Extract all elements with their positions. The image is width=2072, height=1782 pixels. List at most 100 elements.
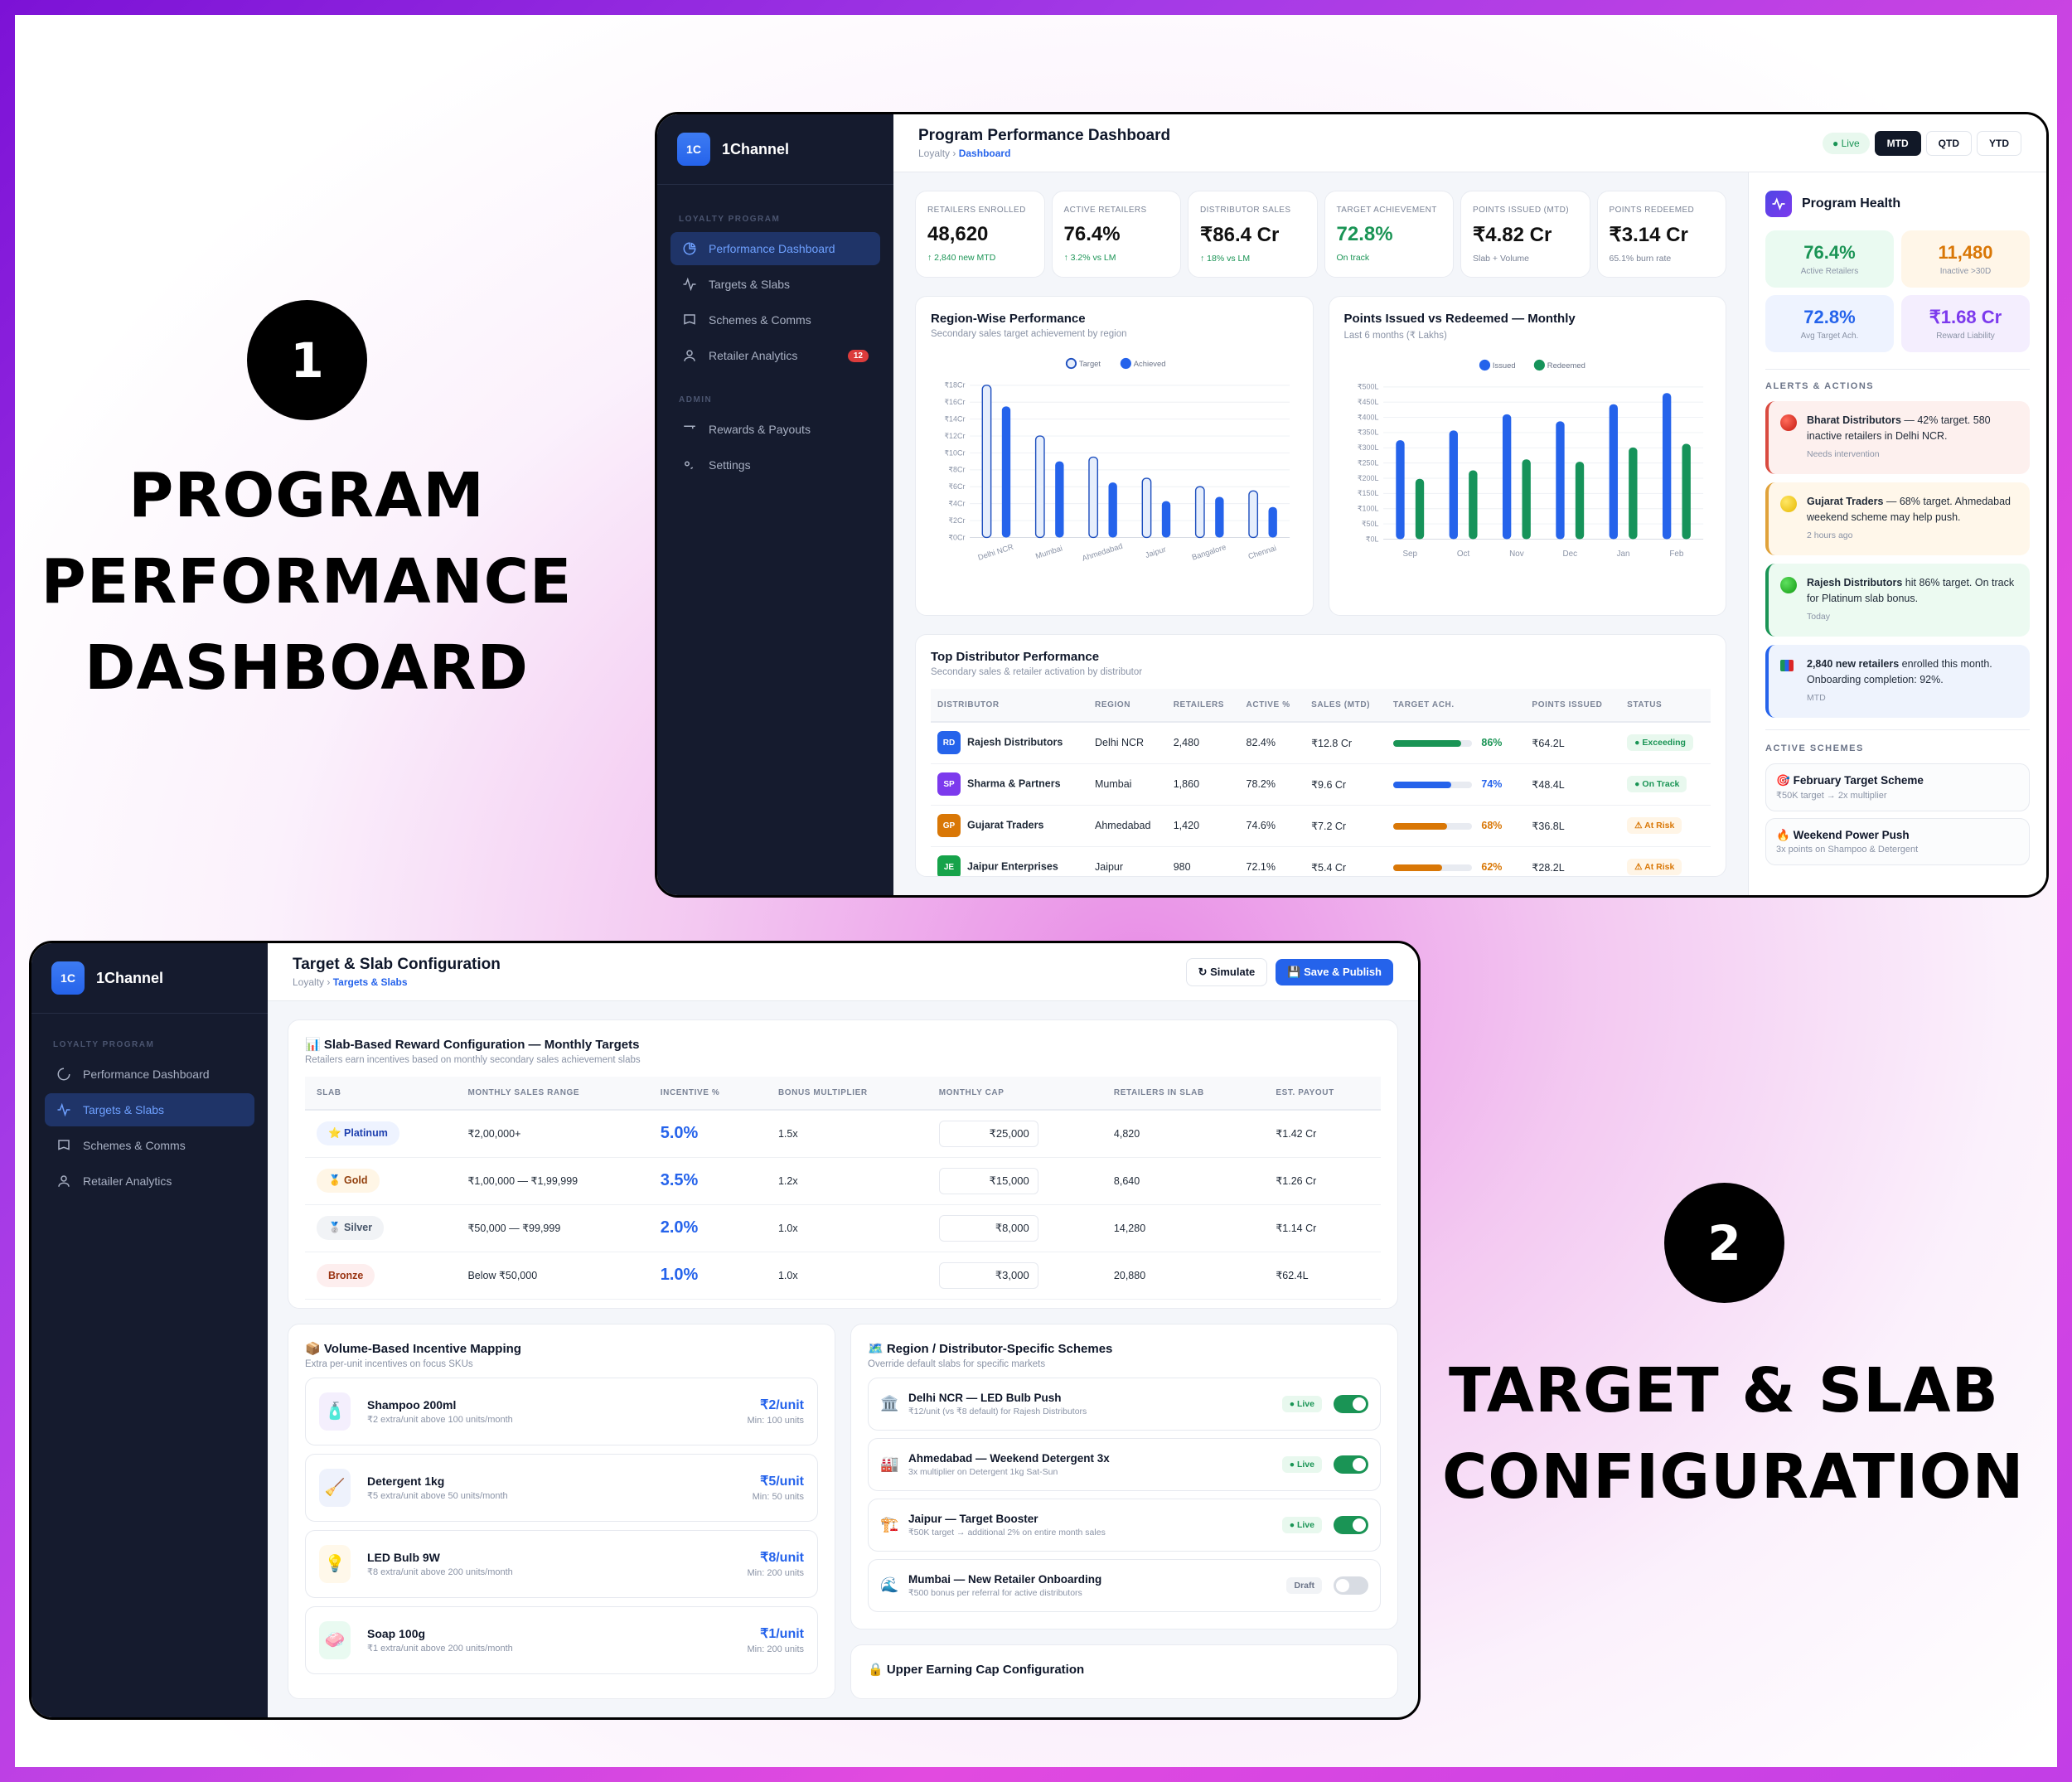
scheme-emoji-icon: 🏛️: [880, 1395, 899, 1412]
sidebar-item-performance-dashboard[interactable]: Performance Dashboard: [670, 232, 880, 265]
sidebar-item-rewards-payouts[interactable]: Rewards & Payouts: [670, 413, 880, 446]
multiplier-cell[interactable]: 1.0x: [766, 1204, 927, 1252]
alert-item[interactable]: Bharat Distributors — 42% target. 580 in…: [1765, 401, 2030, 474]
bar[interactable]: Achieved: 6.5: [1108, 482, 1117, 538]
sidebar-item-performance-dashboard[interactable]: Performance Dashboard: [45, 1058, 254, 1091]
distributor-name[interactable]: Rajesh Distributors: [967, 736, 1063, 748]
bar[interactable]: Issued: 325: [1395, 440, 1405, 540]
column-header[interactable]: INCENTIVE %: [648, 1077, 767, 1111]
column-header[interactable]: SLAB: [305, 1077, 457, 1111]
scheme-toggle[interactable]: [1334, 1515, 1368, 1534]
distributor-name[interactable]: Gujarat Traders: [967, 819, 1044, 831]
bar[interactable]: Issued: 357: [1449, 430, 1458, 540]
period-qtd-button[interactable]: QTD: [1925, 130, 1972, 156]
bar[interactable]: Target: 6: [1194, 486, 1205, 539]
monthly-cap-input[interactable]: ₹15,000: [938, 1167, 1038, 1194]
save-publish-button[interactable]: 💾 Save & Publish: [1276, 958, 1393, 985]
column-header[interactable]: POINTS ISSUED: [1525, 689, 1621, 723]
distributor-name[interactable]: Jaipur Enterprises: [967, 860, 1058, 873]
bar[interactable]: Achieved: 9: [1055, 461, 1064, 538]
column-header[interactable]: TARGET ACH.: [1386, 689, 1526, 723]
table-row[interactable]: GP Gujarat Traders Ahmedabad 1,420 74.6% …: [931, 805, 1711, 847]
sku-card[interactable]: 🧴 Shampoo 200ml ₹2 extra/unit above 100 …: [305, 1377, 818, 1445]
alert-item[interactable]: Rajesh Distributors hit 86% target. On t…: [1765, 564, 2030, 637]
sidebar-item-schemes-comms[interactable]: Schemes & Comms: [45, 1129, 254, 1162]
period-mtd-button[interactable]: MTD: [1874, 130, 1921, 156]
main-content: Target & Slab Configuration Loyalty › Ta…: [268, 943, 1418, 1717]
multiplier-cell[interactable]: 1.5x: [766, 1110, 927, 1158]
simulate-button[interactable]: ↻ Simulate: [1185, 957, 1268, 986]
bar[interactable]: Achieved: 15.5: [1001, 406, 1011, 538]
table-row[interactable]: JE Jaipur Enterprises Jaipur 980 72.1% ₹5…: [931, 846, 1711, 876]
sidebar-item-targets-slabs[interactable]: Targets & Slabs: [670, 268, 880, 301]
bar[interactable]: Achieved: 4.8: [1215, 496, 1224, 538]
scheme-toggle[interactable]: [1334, 1394, 1368, 1413]
sidebar-item-targets-slabs[interactable]: Targets & Slabs: [45, 1093, 254, 1126]
alert-item[interactable]: 2,840 new retailers enrolled this month.…: [1765, 645, 2030, 718]
bar[interactable]: Redeemed: 262: [1522, 459, 1531, 540]
bar[interactable]: Target: 5.5: [1248, 490, 1259, 539]
bar[interactable]: Issued: 480: [1662, 393, 1671, 540]
monthly-cap-input[interactable]: ₹8,000: [938, 1214, 1038, 1242]
incentive-value[interactable]: 1.0%: [660, 1266, 699, 1284]
bar[interactable]: Issued: 387: [1555, 421, 1565, 540]
monthly-cap-input[interactable]: ₹25,000: [938, 1120, 1038, 1147]
sidebar-item-retailer-analytics[interactable]: Retailer Analytics: [45, 1165, 254, 1198]
bar[interactable]: Achieved: 3.6: [1268, 506, 1277, 538]
bar[interactable]: Issued: 410: [1502, 414, 1511, 540]
column-header[interactable]: ACTIVE %: [1239, 689, 1305, 723]
sidebar-item-settings[interactable]: Settings: [670, 448, 880, 482]
sku-card[interactable]: 🧹 Detergent 1kg ₹5 extra/unit above 50 u…: [305, 1453, 818, 1522]
slab-config-card: 📊 Slab-Based Reward Configuration — Mont…: [288, 1019, 1398, 1309]
multiplier-cell[interactable]: 1.2x: [766, 1157, 927, 1205]
bar[interactable]: Target: 9.5: [1088, 456, 1099, 539]
column-header[interactable]: DISTRIBUTOR: [931, 689, 1088, 723]
bar[interactable]: Redeemed: 198: [1415, 478, 1424, 540]
column-header[interactable]: BONUS MULTIPLIER: [766, 1077, 927, 1111]
monthly-cap-input[interactable]: ₹3,000: [938, 1261, 1038, 1289]
status-badge: ⚠ At Risk: [1627, 817, 1682, 834]
bar[interactable]: Redeemed: 226: [1468, 470, 1478, 540]
distributor-name[interactable]: Sharma & Partners: [967, 777, 1061, 790]
column-header[interactable]: RETAILERS: [1166, 689, 1240, 723]
incentive-value[interactable]: 2.0%: [660, 1218, 699, 1237]
sku-card[interactable]: 🧼 Soap 100g ₹1 extra/unit above 200 unit…: [305, 1605, 818, 1674]
alert-item[interactable]: Gujarat Traders — 68% target. Ahmedabad …: [1765, 482, 2030, 555]
scheme-toggle[interactable]: [1334, 1576, 1368, 1595]
regional-scheme-row: 🏗️ Jaipur — Target Booster ₹50K target →…: [868, 1498, 1381, 1552]
chart-subtitle: Secondary sales target achievement by re…: [931, 329, 1127, 339]
column-header[interactable]: STATUS: [1620, 689, 1711, 723]
bar[interactable]: Achieved: 4.3: [1161, 501, 1171, 538]
bar[interactable]: Target: 18: [981, 385, 992, 539]
scheme-card[interactable]: 🎯 February Target Scheme ₹50K target → 2…: [1765, 763, 2030, 811]
column-header[interactable]: MONTHLY CAP: [927, 1077, 1102, 1111]
bar[interactable]: Target: 12: [1034, 435, 1045, 539]
table-row[interactable]: SP Sharma & Partners Mumbai 1,860 78.2% ₹…: [931, 763, 1711, 806]
table-row[interactable]: RD Rajesh Distributors Delhi NCR 2,480 82…: [931, 722, 1711, 764]
distributor-table: DISTRIBUTOR REGION RETAILERS ACTIVE % SALES …: [931, 689, 1711, 876]
column-header[interactable]: RETAILERS IN SLAB: [1101, 1077, 1265, 1111]
column-header[interactable]: REGION: [1088, 689, 1167, 723]
bar[interactable]: Redeemed: 313: [1682, 443, 1691, 540]
bar[interactable]: Redeemed: 254: [1575, 462, 1584, 540]
x-tick-label: Feb: [1669, 550, 1684, 559]
scheme-card[interactable]: 🔥 Weekend Power Push 3x points on Shampo…: [1765, 818, 2030, 865]
bar[interactable]: Issued: 443: [1609, 404, 1618, 540]
bar[interactable]: Redeemed: 301: [1628, 447, 1638, 540]
sidebar-item-retailer-analytics[interactable]: Retailer Analytics 12: [670, 339, 880, 372]
column-header[interactable]: EST. PAYOUT: [1264, 1077, 1381, 1111]
column-header[interactable]: MONTHLY SALES RANGE: [456, 1077, 649, 1111]
period-ytd-button[interactable]: YTD: [1977, 130, 2021, 156]
breadcrumb-root[interactable]: Loyalty: [293, 976, 325, 988]
sidebar-item-schemes-comms[interactable]: Schemes & Comms: [670, 303, 880, 337]
breadcrumb-root[interactable]: Loyalty: [918, 148, 951, 159]
incentive-value[interactable]: 5.0%: [660, 1124, 699, 1143]
kpi-delta: Slab + Volume: [1473, 254, 1530, 264]
bar[interactable]: Target: 7: [1141, 477, 1152, 539]
column-header[interactable]: SALES (MTD): [1305, 689, 1387, 723]
scheme-toggle[interactable]: [1334, 1455, 1368, 1474]
incentive-value[interactable]: 3.5%: [660, 1171, 699, 1189]
multiplier-cell[interactable]: 1.0x: [766, 1252, 927, 1300]
kpi-value: 76.4%: [1063, 223, 1121, 245]
sku-card[interactable]: 💡 LED Bulb 9W ₹8 extra/unit above 200 un…: [305, 1529, 818, 1598]
